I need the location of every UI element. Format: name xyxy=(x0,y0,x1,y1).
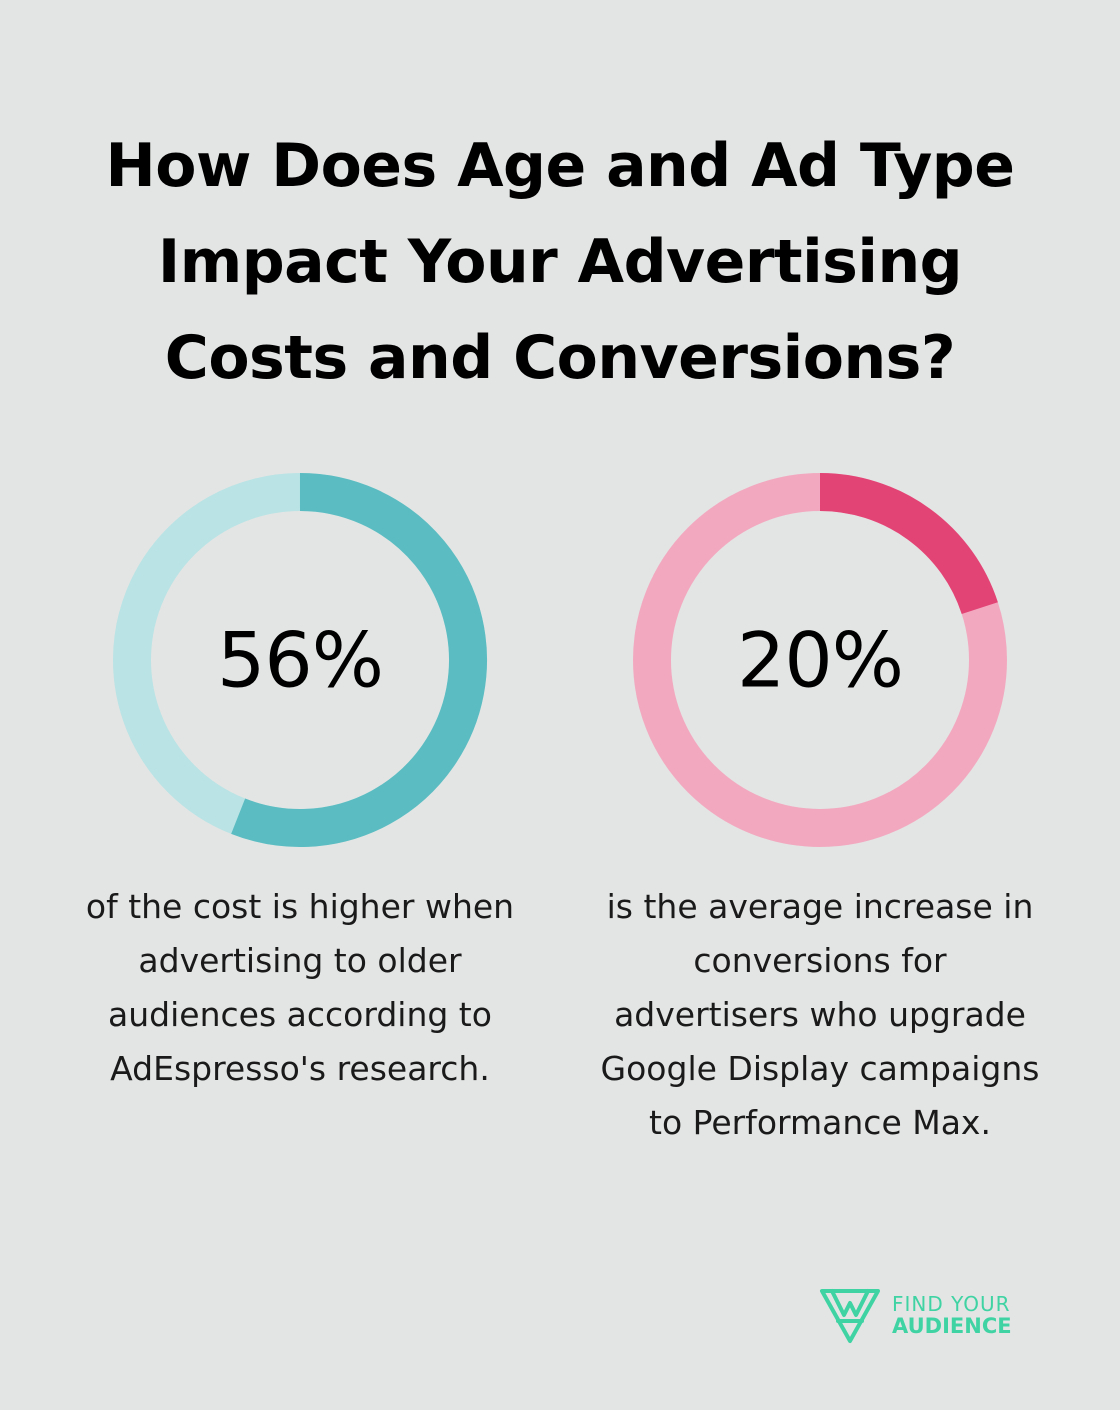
title-line: Costs and Conversions? xyxy=(164,323,956,393)
stat-card-conversions: 20% is the average increase in conversio… xyxy=(580,470,1060,1150)
brand-logo: FIND YOUR AUDIENCE xyxy=(818,1285,1012,1345)
caption-line: to Performance Max. xyxy=(649,1103,991,1142)
caption-line: AdEspresso's research. xyxy=(110,1049,490,1088)
caption-line: advertisers who upgrade xyxy=(614,995,1026,1034)
brand-line-2: AUDIENCE xyxy=(892,1314,1012,1338)
caption-line: audiences according to xyxy=(108,995,492,1034)
title-line: How Does Age and Ad Type xyxy=(105,131,1015,201)
stat-caption: is the average increase in conversions f… xyxy=(580,880,1060,1150)
page-title: How Does Age and Ad Type Impact Your Adv… xyxy=(40,118,1080,406)
donut-chart-cost: 56% xyxy=(113,473,487,847)
triangle-logo-icon xyxy=(820,1289,880,1343)
stat-card-cost: 56% of the cost is higher when advertisi… xyxy=(60,470,540,1096)
title-line: Impact Your Advertising xyxy=(157,227,963,297)
donut-value-label: 56% xyxy=(217,616,383,705)
caption-line: Google Display campaigns xyxy=(600,1049,1040,1088)
caption-line: advertising to older xyxy=(138,941,462,980)
donut-value-arc xyxy=(231,473,487,847)
donut-value-arc xyxy=(819,473,998,615)
brand-line-1: FIND YOUR xyxy=(892,1292,1011,1316)
caption-line: conversions for xyxy=(693,941,947,980)
donut-value-label: 20% xyxy=(737,616,903,705)
donut-chart-conversions: 20% xyxy=(633,473,1007,847)
brand-wordmark: FIND YOUR AUDIENCE xyxy=(892,1293,1012,1337)
stat-caption: of the cost is higher when advertising t… xyxy=(60,880,540,1096)
caption-line: is the average increase in xyxy=(606,887,1034,926)
caption-line: of the cost is higher when xyxy=(85,887,515,926)
